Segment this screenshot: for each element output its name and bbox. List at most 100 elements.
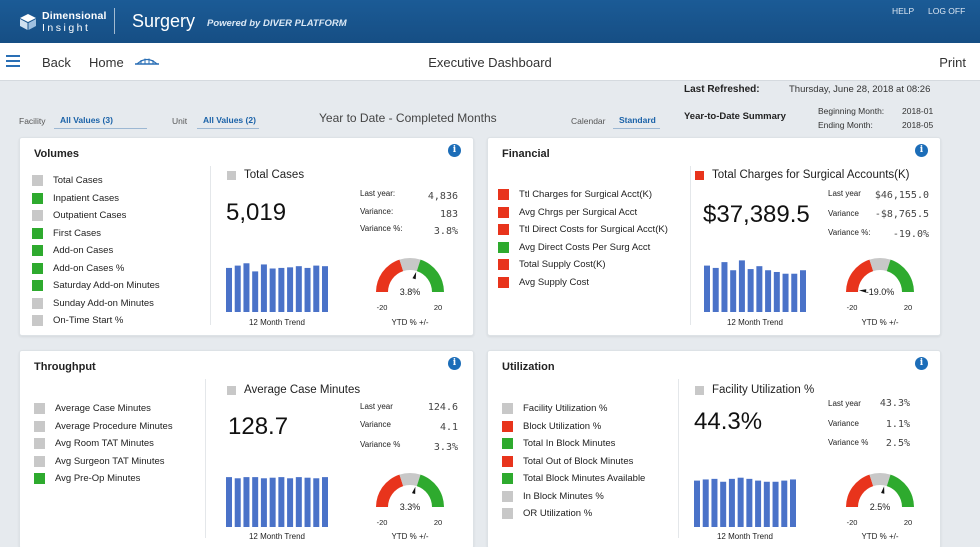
facility-select[interactable]: All Values (3) — [54, 115, 147, 129]
metric-item-avg-direct-costs-per-surg-acct[interactable]: Avg Direct Costs Per Surg Acct — [498, 239, 668, 257]
variance-value: 1.1% — [885, 419, 910, 430]
metric-item-outpatient-cases[interactable]: Outpatient Cases — [32, 207, 160, 225]
financial-trend-chart[interactable] — [704, 254, 806, 312]
unit-label: Unit — [172, 116, 188, 126]
metric-item-total-block-minutes-available[interactable]: Total Block Minutes Available — [502, 470, 645, 488]
status-swatch — [32, 262, 43, 274]
trend-bar — [226, 477, 232, 527]
metric-item-avg-pre-op-minutes[interactable]: Avg Pre-Op Minutes — [34, 470, 173, 488]
facility-label: Facility — [19, 116, 46, 126]
info-icon[interactable]: i — [915, 357, 928, 370]
gauge-value-text: 3.8% — [400, 287, 421, 297]
unit-select[interactable]: All Values (2) — [197, 115, 259, 129]
info-icon[interactable]: i — [448, 357, 461, 370]
metric-label: Average Procedure Minutes — [55, 420, 173, 432]
metric-label: Facility Utilization % — [523, 403, 608, 415]
metric-item-add-on-cases[interactable]: Add-on Cases — [32, 242, 160, 260]
info-icon[interactable]: i — [448, 144, 461, 157]
home-button[interactable]: Home — [89, 55, 124, 70]
financial-kpi-title: Total Charges for Surgical Accounts(K) — [695, 169, 910, 181]
trend-bar — [738, 260, 745, 312]
trend-bar — [313, 265, 320, 312]
gauge-needle — [881, 486, 885, 494]
calendar-select[interactable]: Standard — [613, 115, 660, 129]
trend-bar — [234, 265, 241, 312]
metric-label: Total Out of Block Minutes — [523, 455, 634, 467]
financial-metric-list: Ttl Charges for Surgical Acct(K) Avg Chrg… — [498, 186, 668, 291]
metric-item-average-case-minutes[interactable]: Average Case Minutes — [34, 400, 173, 418]
metric-item-on-time-start[interactable]: On-Time Start % — [32, 312, 160, 330]
trend-bar — [243, 477, 250, 527]
throughput-trend-chart[interactable] — [226, 469, 328, 527]
status-swatch — [32, 175, 43, 187]
throughput-gauge[interactable]: 3.3% -20 20 — [360, 463, 460, 529]
last-year-value: 4,836 — [427, 191, 458, 202]
metric-item-inpatient-cases[interactable]: Inpatient Cases — [32, 190, 160, 208]
metric-item-saturday-add-on-minutes[interactable]: Saturday Add-on Minutes — [32, 277, 160, 295]
trend-bar — [712, 267, 719, 312]
utilization-trend-chart[interactable] — [694, 469, 796, 527]
gauge-segment-red — [846, 474, 874, 507]
status-swatch — [502, 420, 513, 432]
volumes-trend-chart[interactable] — [226, 254, 328, 312]
header-divider — [114, 8, 115, 34]
metric-item-avg-room-tat-minutes[interactable]: Avg Room TAT Minutes — [34, 435, 173, 453]
metric-item-total-cases[interactable]: Total Cases — [32, 172, 160, 190]
metric-label: Total Cases — [53, 175, 103, 187]
metric-item-total-out-of-block-minutes[interactable]: Total Out of Block Minutes — [502, 453, 645, 471]
metric-item-average-procedure-minutes[interactable]: Average Procedure Minutes — [34, 418, 173, 436]
metric-label: Total Supply Cost(K) — [519, 259, 606, 271]
metric-item-avg-chrgs-per-surgical-acct[interactable]: Avg Chrgs per Surgical Acct — [498, 204, 668, 222]
metric-item-ttl-charges-for-surgical-acct-k[interactable]: Ttl Charges for Surgical Acct(K) — [498, 186, 668, 204]
utilization-kpi-title: Facility Utilization % — [695, 384, 814, 396]
metric-item-avg-surgeon-tat-minutes[interactable]: Avg Surgeon TAT Minutes — [34, 453, 173, 471]
last-year-value: 43.3% — [879, 398, 910, 409]
dimensional-insight-logo[interactable]: Dimensional Insight — [18, 9, 113, 35]
metric-item-ttl-direct-costs-for-surgical-acct-k[interactable]: Ttl Direct Costs for Surgical Acct(K) — [498, 221, 668, 239]
financial-gauge[interactable]: -19.0% -20 20 — [830, 248, 930, 314]
utilization-metric-list: Facility Utilization % Block Utilization … — [502, 400, 645, 523]
variance-label: Variance — [360, 420, 391, 429]
metric-item-or-utilization[interactable]: OR Utilization % — [502, 505, 645, 523]
metric-item-total-in-block-minutes[interactable]: Total In Block Minutes — [502, 435, 645, 453]
metric-item-block-utilization[interactable]: Block Utilization % — [502, 418, 645, 436]
gauge-label: YTD % +/- — [391, 318, 429, 327]
variance-pct-label: Variance %: — [360, 224, 403, 233]
trend-bar — [260, 264, 267, 312]
logoff-link[interactable]: LOG OFF — [928, 6, 966, 16]
back-button[interactable]: Back — [42, 55, 71, 70]
status-swatch — [32, 192, 43, 204]
gauge-segment-gray — [399, 473, 421, 487]
menu-icon[interactable] — [6, 55, 20, 67]
metric-item-total-supply-cost-k[interactable]: Total Supply Cost(K) — [498, 256, 668, 274]
help-link[interactable]: HELP — [892, 6, 915, 16]
metric-item-add-on-cases[interactable]: Add-on Cases % — [32, 260, 160, 278]
gauge-value-text: 3.3% — [400, 502, 421, 512]
status-swatch — [34, 438, 45, 450]
status-swatch — [32, 227, 43, 239]
metric-item-in-block-minutes[interactable]: In Block Minutes % — [502, 488, 645, 506]
trend-bar — [702, 479, 709, 527]
gauge-max-label: 20 — [904, 518, 912, 527]
volumes-gauge[interactable]: 3.8% -20 20 — [360, 248, 460, 314]
trend-bar — [295, 266, 302, 312]
metric-item-first-cases[interactable]: First Cases — [32, 225, 160, 243]
utilization-gauge[interactable]: 2.5% -20 20 — [830, 463, 930, 529]
utilization-kpi-value: 44.3% — [694, 408, 763, 435]
trend-bar — [322, 266, 328, 312]
print-button[interactable]: Print — [939, 55, 966, 70]
last-year-value: $46,155.0 — [874, 190, 929, 201]
metric-label: Avg Pre-Op Minutes — [55, 473, 141, 485]
status-swatch — [32, 210, 43, 222]
status-swatch — [502, 455, 513, 467]
card-divider — [210, 166, 211, 325]
metric-item-avg-supply-cost[interactable]: Avg Supply Cost — [498, 274, 668, 292]
volumes-kpi-title: Total Cases — [227, 169, 304, 181]
financial-card-title: Financial — [502, 148, 550, 160]
bridge-icon[interactable] — [134, 55, 160, 67]
metric-item-sunday-add-on-minutes[interactable]: Sunday Add-on Minutes — [32, 295, 160, 313]
last-year-label: Last year — [828, 399, 861, 408]
gauge-segment-green — [886, 259, 914, 292]
info-icon[interactable]: i — [915, 144, 928, 157]
metric-item-facility-utilization[interactable]: Facility Utilization % — [502, 400, 645, 418]
